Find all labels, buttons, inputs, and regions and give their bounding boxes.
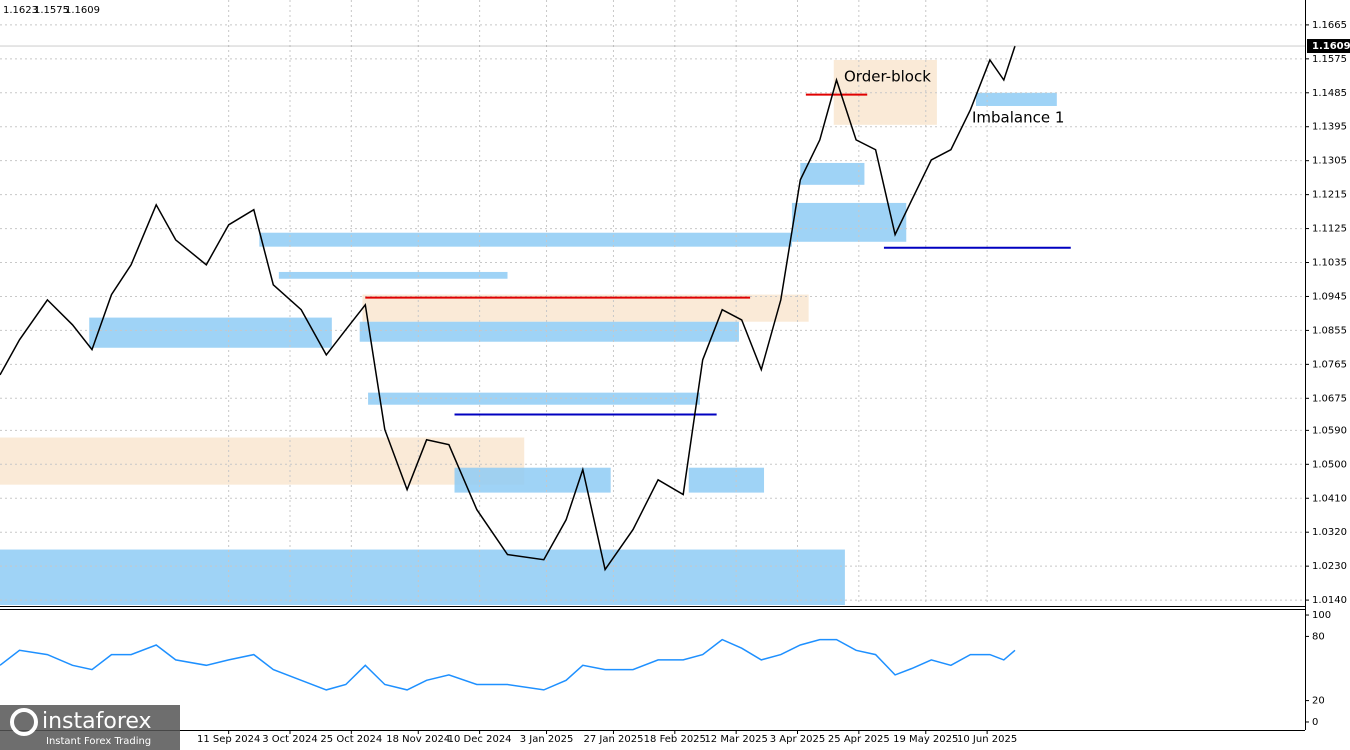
x-tick-label: 12 Mar 2025 bbox=[704, 734, 767, 745]
y-tick-label: 1.0590 bbox=[1312, 425, 1347, 436]
y-tick-label: 1.0500 bbox=[1312, 459, 1347, 470]
y-tick-label: 1.0410 bbox=[1312, 493, 1347, 504]
annotation: Order-block bbox=[844, 68, 931, 86]
y-tick-label: 1.0765 bbox=[1312, 359, 1347, 370]
zone bbox=[0, 549, 845, 605]
watermark-name: instaforex bbox=[42, 709, 152, 734]
zone bbox=[800, 162, 865, 185]
y-tick-label: 1.1485 bbox=[1312, 88, 1347, 99]
x-tick-label: 3 Apr 2025 bbox=[770, 734, 825, 745]
y-tick-label: 80 bbox=[1312, 631, 1325, 642]
x-tick-label: 18 Nov 2024 bbox=[386, 734, 450, 745]
zone bbox=[0, 437, 525, 485]
zone bbox=[89, 317, 332, 348]
watermark-tagline: Instant Forex Trading bbox=[46, 736, 151, 747]
zone bbox=[359, 321, 739, 342]
zone bbox=[362, 294, 809, 322]
zone bbox=[368, 392, 700, 405]
y-tick-label: 1.0945 bbox=[1312, 291, 1347, 302]
zone bbox=[278, 271, 508, 279]
x-tick-label: 3 Jan 2025 bbox=[520, 734, 574, 745]
y-tick-label: 1.0855 bbox=[1312, 325, 1347, 336]
watermark-icon bbox=[10, 708, 38, 736]
zone bbox=[688, 467, 765, 493]
x-tick-label: 19 May 2025 bbox=[893, 734, 958, 745]
y-tick-label: 100 bbox=[1312, 610, 1331, 621]
y-tick-label: 1.0140 bbox=[1312, 595, 1347, 606]
zone bbox=[791, 202, 907, 242]
x-tick-label: 27 Jan 2025 bbox=[583, 734, 643, 745]
y-tick-label: 1.1035 bbox=[1312, 258, 1347, 269]
x-tick-label: 25 Oct 2024 bbox=[320, 734, 382, 745]
x-tick-label: 11 Sep 2024 bbox=[197, 734, 260, 745]
y-tick-label: 1.1665 bbox=[1312, 20, 1347, 31]
y-tick-label: 1.0230 bbox=[1312, 561, 1347, 572]
current-price-label: 1.1609 bbox=[1312, 41, 1350, 52]
price-line bbox=[0, 638, 1016, 691]
x-tick-label: 3 Oct 2024 bbox=[262, 734, 317, 745]
y-tick-label: 1.1395 bbox=[1312, 122, 1347, 133]
y-tick-label: 0 bbox=[1312, 717, 1318, 728]
x-tick-label: 18 Feb 2025 bbox=[644, 734, 706, 745]
ohlc-high: 1.1623 bbox=[3, 5, 38, 16]
zone bbox=[259, 232, 792, 247]
annotation: Imbalance 1 bbox=[972, 109, 1064, 127]
y-tick-label: 1.1305 bbox=[1312, 156, 1347, 167]
x-tick-label: 10 Jun 2025 bbox=[957, 734, 1017, 745]
ohlc-close: 1.1609 bbox=[65, 5, 100, 16]
current-price-box bbox=[1307, 39, 1350, 54]
x-tick-label: 10 Dec 2024 bbox=[448, 734, 512, 745]
x-tick-label: 25 Apr 2025 bbox=[828, 734, 890, 745]
y-tick-label: 1.1215 bbox=[1312, 190, 1347, 201]
y-tick-label: 1.1125 bbox=[1312, 224, 1347, 235]
y-tick-label: 1.1575 bbox=[1312, 54, 1347, 65]
ohlc-low: 1.1575 bbox=[34, 5, 69, 16]
price-line bbox=[0, 45, 1016, 572]
zone bbox=[975, 92, 1057, 106]
y-tick-label: 1.0675 bbox=[1312, 393, 1347, 404]
y-tick-label: 1.0320 bbox=[1312, 527, 1347, 538]
y-tick-label: 20 bbox=[1312, 696, 1325, 707]
